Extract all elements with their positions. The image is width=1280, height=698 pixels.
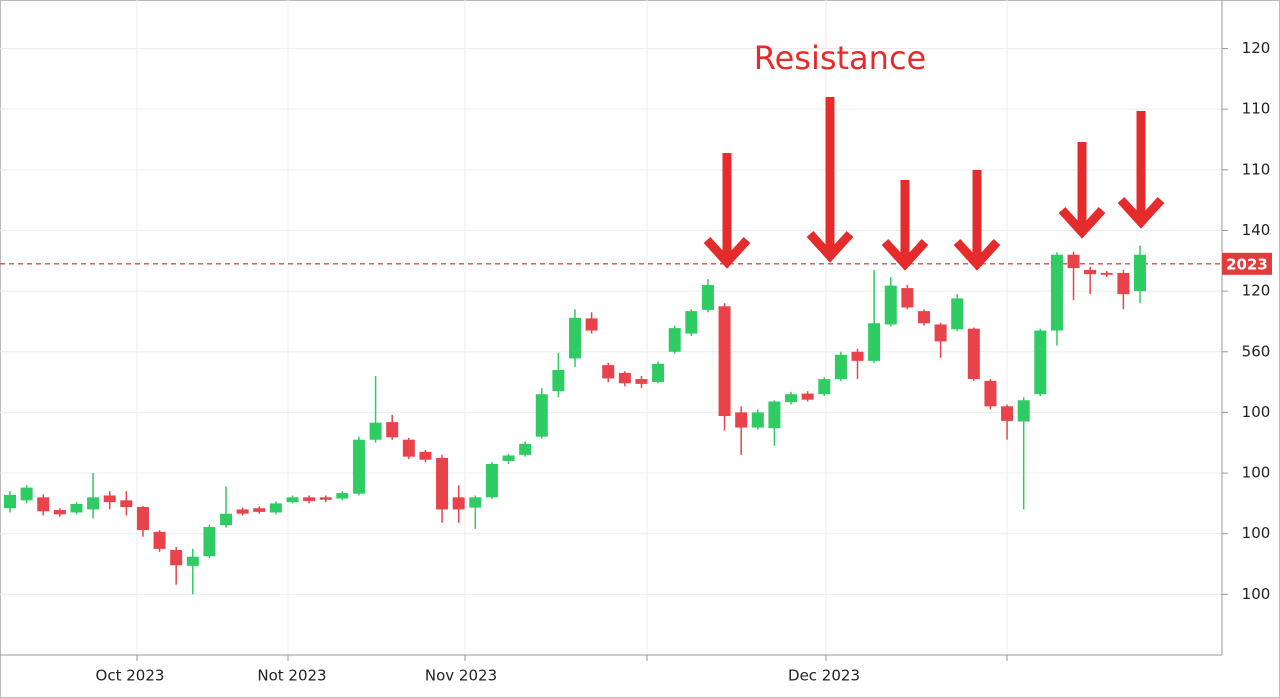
candle-body [552, 369, 565, 392]
candle-body [136, 507, 149, 531]
candle-body [20, 487, 33, 501]
y-tick-label: 140 [1242, 221, 1271, 239]
candle-body [519, 443, 532, 455]
candle-body [452, 497, 465, 510]
annotation: Resistance [754, 39, 926, 77]
candle-body [635, 379, 648, 384]
x-tick-label: Oct 2023 [96, 667, 165, 685]
candle-body [386, 422, 399, 438]
candle-body [585, 318, 598, 331]
x-tick-label: Nov 2023 [425, 667, 497, 685]
candle-body [502, 455, 515, 461]
candle-body [53, 510, 66, 515]
candle-body [485, 463, 498, 498]
x-tick-label: Dec 2023 [788, 667, 860, 685]
candle-body [618, 372, 631, 384]
candle-body [120, 500, 133, 508]
candle-body [336, 493, 349, 499]
candle-body [785, 394, 798, 403]
price-tag [1222, 252, 1272, 275]
candle-body [1001, 406, 1014, 421]
candle-body [1034, 330, 1047, 395]
candle-body [868, 323, 881, 361]
candle-body [253, 508, 266, 512]
candle-body [186, 556, 199, 566]
candle-body [369, 422, 382, 440]
candle-body [951, 298, 964, 330]
candle-body [818, 379, 831, 395]
candle-body [934, 324, 947, 342]
candle-body [834, 354, 847, 380]
candle-body [303, 497, 316, 501]
y-tick-label: 120 [1242, 282, 1271, 300]
candle-body [269, 503, 282, 513]
candle-body [87, 497, 100, 510]
candle-body [319, 497, 332, 500]
x-tick-label: Not 2023 [257, 667, 326, 685]
candle-body [4, 494, 16, 509]
candle-body [1050, 254, 1063, 331]
candle-body [469, 497, 482, 508]
candle-body [1084, 269, 1097, 275]
candle-body [718, 306, 731, 417]
y-tick-label: 560 [1242, 342, 1271, 360]
candle-body [70, 503, 83, 513]
price-label: 2023 [1226, 255, 1268, 273]
arrow-head [953, 238, 1001, 271]
candle-body [685, 311, 698, 334]
candle-body [436, 457, 449, 510]
candle-body [884, 285, 897, 325]
y-tick-label: 110 [1242, 160, 1271, 178]
candle-body [1067, 254, 1080, 269]
y-tick-label: 120 [1242, 39, 1271, 57]
candle-body [735, 412, 748, 428]
candle-body [801, 393, 814, 400]
candle-body [170, 550, 183, 566]
candle-body [236, 509, 249, 514]
arrow-head [1117, 196, 1165, 229]
candle-body [402, 439, 415, 457]
candle-body [419, 451, 432, 460]
arrow-head [806, 230, 854, 263]
candle-body [153, 531, 166, 549]
candle-body [967, 328, 980, 380]
candle-body [1117, 272, 1130, 295]
candle-body [220, 513, 233, 526]
candle-body [352, 439, 365, 494]
y-tick-label: 100 [1242, 585, 1271, 603]
arrow-head [1058, 206, 1106, 239]
candle-body [701, 285, 714, 310]
candle-body [768, 401, 781, 429]
candle-body [1017, 400, 1030, 422]
candle-body [569, 317, 581, 359]
candle-body [901, 288, 914, 308]
arrow-head [881, 238, 929, 271]
y-tick-label: 100 [1242, 403, 1271, 421]
y-tick-label: 100 [1242, 524, 1271, 542]
candle-body [602, 365, 615, 379]
candle-body [751, 412, 764, 428]
candle-body [37, 497, 50, 512]
candle-body [535, 394, 548, 437]
candle-body [286, 497, 299, 503]
candle-body [103, 495, 116, 503]
arrow-head [703, 236, 751, 269]
candle-body [984, 380, 997, 407]
candle-body [1134, 254, 1146, 292]
candle-body [652, 363, 665, 383]
candle-body [668, 328, 681, 352]
candle-body [203, 527, 216, 557]
candle-body [851, 351, 864, 361]
y-tick-label: 100 [1242, 464, 1271, 482]
y-tick-label: 110 [1242, 100, 1271, 118]
candle-body [1100, 272, 1113, 275]
candle-body [917, 311, 930, 324]
